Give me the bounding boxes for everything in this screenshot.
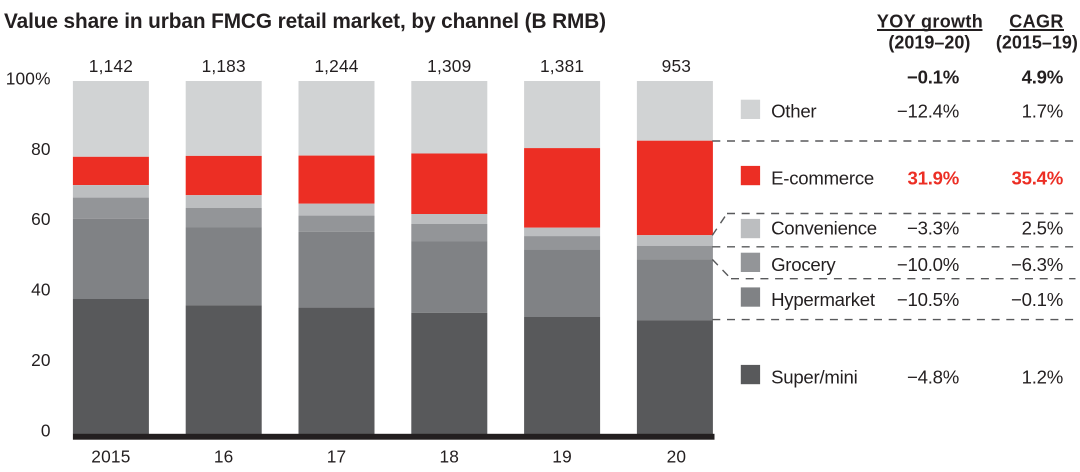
svg-text:YOY growth: YOY growth	[877, 11, 983, 31]
svg-text:17: 17	[327, 447, 347, 467]
svg-text:1.7%: 1.7%	[1022, 100, 1063, 121]
svg-text:35.4%: 35.4%	[1012, 167, 1064, 188]
svg-text:−6.3%: −6.3%	[1011, 254, 1063, 275]
svg-text:Convenience: Convenience	[771, 217, 877, 238]
svg-text:1,244: 1,244	[314, 56, 358, 76]
svg-text:2015: 2015	[91, 447, 130, 467]
svg-text:Super/mini: Super/mini	[771, 366, 857, 387]
svg-text:E-commerce: E-commerce	[771, 167, 874, 188]
svg-text:1,142: 1,142	[89, 56, 133, 76]
svg-text:Hypermarket: Hypermarket	[771, 289, 876, 310]
svg-text:80: 80	[31, 139, 51, 159]
svg-text:−12.4%: −12.4%	[897, 100, 959, 121]
svg-text:−3.3%: −3.3%	[907, 217, 959, 238]
svg-text:−0.1%: −0.1%	[1011, 289, 1063, 310]
svg-text:2.5%: 2.5%	[1022, 217, 1063, 238]
svg-text:CAGR: CAGR	[1009, 11, 1063, 31]
svg-text:20: 20	[31, 350, 51, 370]
svg-text:−0.1%: −0.1%	[907, 66, 960, 87]
svg-text:1,309: 1,309	[427, 56, 471, 76]
svg-text:(2019–20): (2019–20)	[888, 33, 970, 53]
svg-text:1,183: 1,183	[202, 56, 246, 76]
svg-text:60: 60	[31, 209, 51, 229]
svg-text:953: 953	[662, 56, 691, 76]
svg-text:16: 16	[214, 447, 234, 467]
svg-text:(2015–19): (2015–19)	[996, 33, 1078, 53]
svg-text:−4.8%: −4.8%	[907, 366, 959, 387]
svg-text:20: 20	[667, 447, 687, 467]
svg-text:Other: Other	[771, 100, 816, 121]
svg-text:1,381: 1,381	[540, 56, 584, 76]
svg-text:−10.0%: −10.0%	[897, 254, 959, 275]
svg-text:19: 19	[552, 447, 572, 467]
svg-text:−10.5%: −10.5%	[897, 289, 959, 310]
svg-text:Value share in urban FMCG reta: Value share in urban FMCG retail market,…	[4, 10, 606, 33]
svg-text:100%: 100%	[6, 69, 51, 89]
svg-text:1.2%: 1.2%	[1022, 366, 1063, 387]
svg-text:40: 40	[31, 280, 51, 300]
svg-text:Grocery: Grocery	[771, 254, 836, 275]
svg-text:4.9%: 4.9%	[1022, 66, 1064, 87]
svg-text:31.9%: 31.9%	[908, 167, 960, 188]
svg-text:18: 18	[439, 447, 459, 467]
svg-text:0: 0	[41, 421, 51, 441]
